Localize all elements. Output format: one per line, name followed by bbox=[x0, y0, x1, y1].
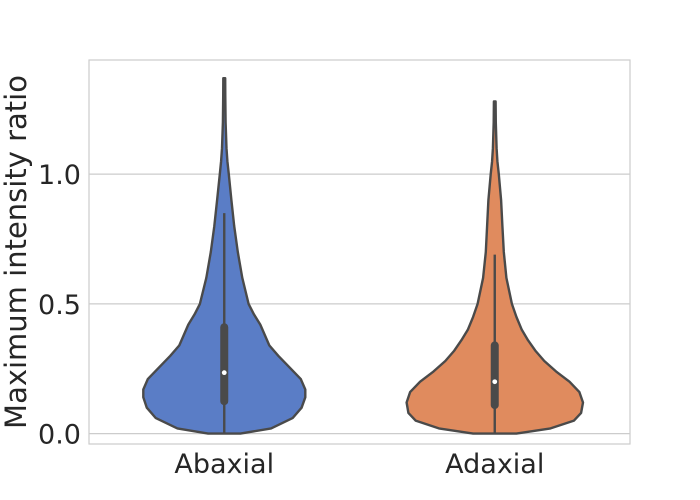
x-tick-label: Adaxial bbox=[445, 449, 544, 480]
y-tick-label: 0.0 bbox=[38, 420, 81, 451]
median-marker bbox=[492, 379, 498, 385]
plot-frame bbox=[88, 59, 631, 445]
y-axis-title: Maximum intensity ratio bbox=[0, 75, 33, 429]
x-tick-label: Abaxial bbox=[174, 449, 274, 480]
gridlines bbox=[89, 173, 630, 435]
tick-labels: 0.0 0.5 1.0 Abaxial Adaxial bbox=[38, 160, 544, 480]
median-marker bbox=[221, 370, 227, 376]
y-tick-label: 0.5 bbox=[38, 290, 81, 321]
y-tick-label: 1.0 bbox=[38, 160, 81, 191]
violins bbox=[142, 77, 585, 435]
